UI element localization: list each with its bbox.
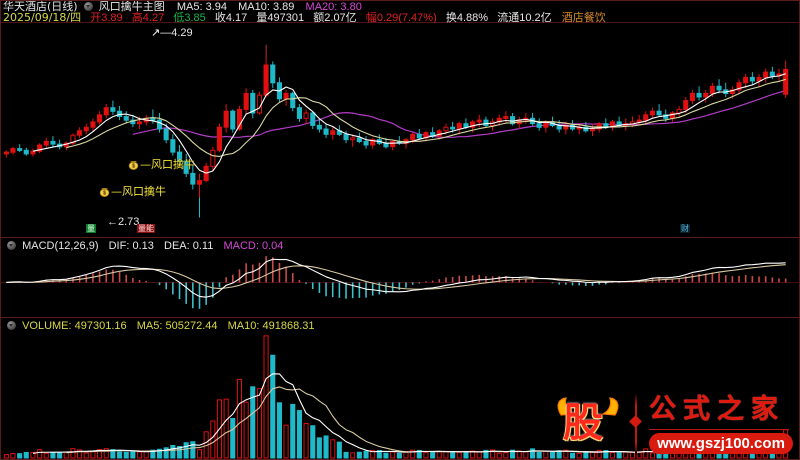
- volume-ma10-value: 491868.31: [262, 320, 315, 332]
- macd-value: 0.04: [261, 240, 284, 252]
- ma10-legend-label: MA10:: [238, 1, 270, 13]
- ma20-legend-value: 3.80: [340, 1, 362, 13]
- macd-label: MACD:: [223, 240, 259, 252]
- turnover-value: 4.88%: [456, 12, 489, 24]
- price-chart-pane[interactable]: ↗—4.29 ←2.73 $ —风口擒牛 $ —风口擒牛: [1, 23, 800, 237]
- macd-pane[interactable]: MACD(12,26,9) DIF: 0.13 DEA: 0.11 MACD: …: [1, 237, 800, 317]
- volume-ma5-label: MA5:: [136, 320, 163, 332]
- ma20-legend-label: MA20:: [305, 1, 338, 13]
- axis-tag-energy: 量能: [137, 224, 155, 233]
- dif-value: 0.13: [132, 240, 154, 252]
- sector-label[interactable]: 酒店餐饮: [561, 11, 606, 24]
- header-title-row: 华天酒店(日线) 风口擒牛主图 MA5: 3.94 MA10: 3.89 MA2…: [3, 1, 362, 13]
- chevron-down-circle-icon[interactable]: [7, 241, 16, 250]
- watermark-diamond-icon: [629, 415, 642, 428]
- candlestick-plot[interactable]: [1, 23, 800, 237]
- ma10-legend-value: 3.89: [273, 1, 295, 13]
- high-value: 4.27: [142, 12, 165, 24]
- low-value: 3.85: [184, 12, 206, 24]
- watermark-mark-char: 股: [563, 400, 603, 446]
- dea-label: DEA:: [164, 240, 190, 252]
- watermark-url[interactable]: www.gszj100.com: [649, 433, 793, 454]
- low-label: 低: [173, 11, 185, 24]
- site-watermark: 股 公式之家 www.gszj100.com: [549, 389, 797, 459]
- dea-value: 0.11: [192, 240, 214, 252]
- bull-horns-icon: [557, 397, 619, 416]
- volume-label: 量: [256, 11, 268, 24]
- close-value: 4.17: [225, 12, 248, 24]
- svg-text:$: $: [132, 164, 135, 170]
- macd-title-row: MACD(12,26,9) DIF: 0.13 DEA: 0.11 MACD: …: [4, 240, 283, 252]
- stock-name-label[interactable]: 华天酒店(日线): [3, 0, 78, 13]
- indicator-name-label[interactable]: 风口擒牛主图: [98, 0, 165, 13]
- watermark-title: 公式之家: [649, 394, 785, 425]
- chevron-down-circle-icon[interactable]: [83, 2, 93, 11]
- float-shares-label: 流通: [497, 11, 520, 24]
- volume-plot[interactable]: [1, 318, 800, 460]
- buy-signal-1: $ —风口擒牛: [128, 158, 195, 170]
- volume-value: 497301: [267, 12, 305, 24]
- buy-signal-2: $ —风口擒牛: [99, 185, 166, 197]
- chevron-down-circle-icon[interactable]: [7, 321, 16, 330]
- volume-main-value: 497301.16: [74, 320, 127, 332]
- high-price-annotation: ↗—4.29: [151, 27, 193, 39]
- dif-label: DIF:: [108, 240, 130, 252]
- volume-ma10-label: MA10:: [227, 320, 260, 332]
- axis-tag-volume: 量: [86, 224, 96, 233]
- amount-value: 2.07亿: [324, 12, 357, 24]
- open-value: 3.89: [101, 12, 123, 24]
- axis-tag-wealth: 财: [680, 224, 690, 233]
- float-shares-value: 10.2亿: [519, 12, 552, 24]
- ma5-legend-value: 3.94: [205, 1, 228, 13]
- change-label: 幅: [365, 11, 377, 24]
- open-label: 开: [90, 11, 102, 24]
- ma5-legend-label: MA5:: [176, 1, 203, 13]
- quote-detail-row: 2025/09/18/四 开3.89 高4.27 低3.85 收4.17 量49…: [3, 11, 606, 25]
- macd-plot[interactable]: [1, 238, 800, 317]
- change-value: 0.29(7.47%): [376, 12, 437, 24]
- watermark-rule: [649, 429, 789, 430]
- svg-text:$: $: [103, 191, 106, 197]
- quote-header-bar: 华天酒店(日线) 风口擒牛主图 MA5: 3.94 MA10: 3.89 MA2…: [1, 1, 799, 25]
- volume-ma5-value: 505272.44: [165, 320, 218, 332]
- amount-label: 额: [313, 11, 325, 24]
- money-bag-icon: $: [99, 185, 110, 197]
- low-price-annotation: ←2.73: [107, 216, 140, 228]
- turnover-label: 换: [445, 11, 457, 24]
- money-bag-icon: $: [128, 158, 139, 170]
- volume-title-row: VOLUME: 497301.16 MA5: 505272.44 MA10: 4…: [4, 320, 315, 332]
- volume-name-label[interactable]: VOLUME:: [22, 320, 72, 332]
- close-label: 收: [214, 11, 226, 24]
- macd-name-label[interactable]: MACD(12,26,9): [22, 240, 99, 252]
- high-label: 高: [131, 11, 143, 24]
- quote-date: 2025/09/18/四: [3, 11, 82, 24]
